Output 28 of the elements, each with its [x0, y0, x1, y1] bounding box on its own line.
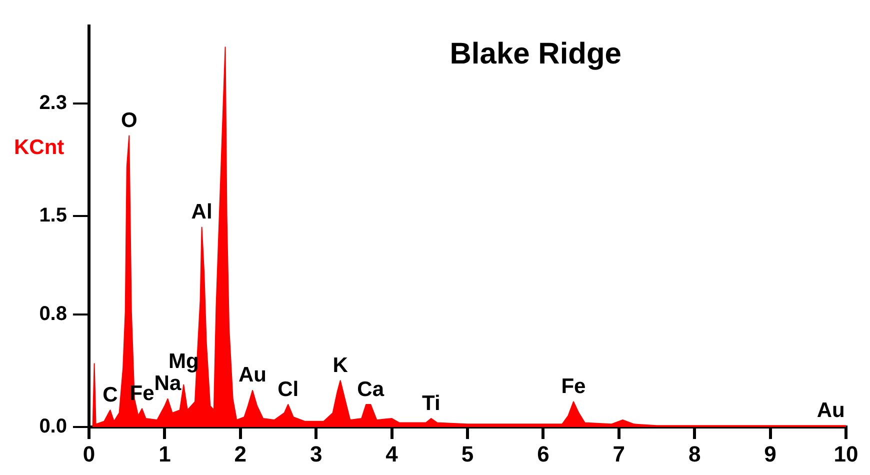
y-tick-label: 0.8: [39, 302, 67, 325]
annotation: O: [120, 109, 138, 132]
annotation: Cl: [278, 378, 299, 401]
x-tick-label: 4: [386, 441, 399, 466]
x-tick-label: 1: [158, 441, 171, 466]
annotation: Au: [238, 364, 267, 387]
annotation: C: [102, 383, 118, 406]
x-tick-label: 5: [461, 441, 474, 466]
annotation: Au: [816, 398, 845, 422]
x-tick-label: 0: [82, 441, 96, 466]
x-tick-label: 7: [612, 441, 626, 466]
x-tick-label: 10: [834, 441, 858, 466]
y-tick-label: 0.0: [39, 416, 67, 438]
annotation: Ti: [422, 392, 440, 415]
annotation: Ca: [357, 378, 384, 401]
annotation: Fe: [561, 374, 586, 398]
annotation: Na: [154, 372, 182, 396]
annotation: K: [332, 354, 348, 377]
x-tick-label: 2: [234, 441, 247, 466]
x-tick-label: 6: [537, 441, 550, 466]
y-tick-label: 2.3: [39, 92, 67, 114]
chart-title: Blake Ridge: [450, 37, 622, 70]
x-tick-label: 3: [310, 441, 322, 466]
x-tick-label: 9: [764, 441, 776, 466]
x-tick-label: 8: [688, 441, 701, 466]
y-tick-label: 1.5: [39, 204, 67, 226]
annotation: Al: [191, 200, 212, 224]
y-axis-title: KCnt: [14, 136, 64, 160]
